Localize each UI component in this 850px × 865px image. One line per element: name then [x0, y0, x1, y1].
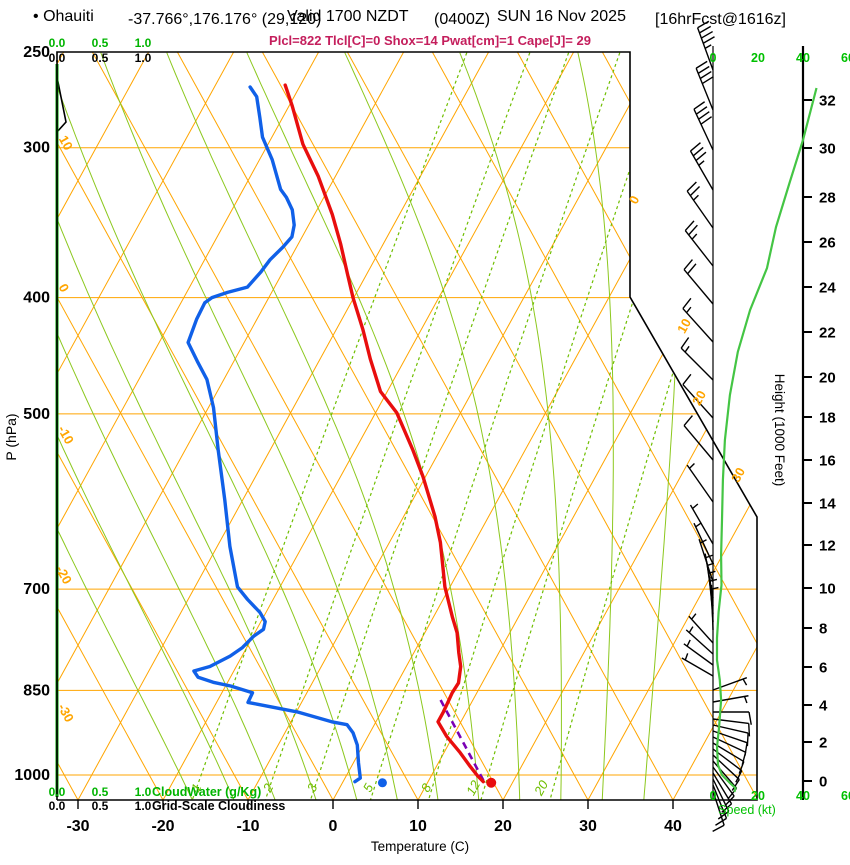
pressure-tick-labels: 250 300 400 500 700 850 1000: [14, 44, 50, 784]
svg-text:24: 24: [819, 280, 836, 297]
svg-text:30: 30: [579, 818, 597, 835]
valid-date: SUN 16 Nov 2025: [497, 8, 626, 25]
cloudiness-axis-title: Grid-Scale Cloudiness: [152, 799, 285, 813]
svg-text:0: 0: [710, 789, 717, 803]
svg-text:40: 40: [664, 818, 682, 835]
svg-text:1.0: 1.0: [135, 51, 152, 65]
svg-text:300: 300: [23, 140, 50, 157]
svg-text:0: 0: [626, 193, 643, 207]
pressure-gridlines: [57, 147, 757, 776]
speed-axis-title: Speed (kt): [718, 803, 776, 817]
svg-text:20: 20: [494, 818, 512, 835]
station-name: Ohauiti: [43, 8, 94, 25]
svg-text:1.0: 1.0: [135, 799, 152, 813]
bullet-icon: •: [33, 8, 39, 25]
svg-text:-20: -20: [151, 818, 174, 835]
svg-text:30: 30: [819, 141, 836, 158]
svg-text:8: 8: [819, 621, 827, 638]
svg-text:20: 20: [819, 370, 836, 387]
svg-text:12: 12: [819, 538, 836, 555]
height-axis-title: Height (1000 Feet): [772, 374, 787, 487]
svg-text:60: 60: [841, 51, 850, 65]
svg-text:5: 5: [360, 780, 377, 794]
speed-scale-labels: 00202040406060: [710, 51, 850, 803]
svg-text:1.0: 1.0: [135, 36, 152, 50]
svg-text:0: 0: [819, 774, 827, 791]
svg-text:500: 500: [23, 406, 50, 423]
dewpoint-curve: [186, 85, 362, 784]
svg-text:-10: -10: [236, 818, 259, 835]
svg-text:0: 0: [710, 51, 717, 65]
svg-text:10: 10: [56, 133, 76, 153]
svg-text:26: 26: [819, 235, 836, 252]
svg-text:2: 2: [819, 735, 827, 752]
svg-text:20: 20: [751, 51, 765, 65]
valid-time-utc: (0400Z): [434, 11, 491, 28]
svg-text:14: 14: [819, 496, 836, 513]
svg-text:32: 32: [819, 93, 836, 110]
dry-adiabat-grid: [57, 52, 757, 800]
temperature-axis-title: Temperature (C): [371, 839, 469, 854]
svg-text:400: 400: [23, 290, 50, 307]
svg-text:10: 10: [674, 316, 694, 336]
svg-text:40: 40: [796, 789, 810, 803]
moist-adiabat-grid: [57, 52, 683, 800]
svg-text:20: 20: [531, 777, 552, 798]
parcel-path-line: [439, 699, 486, 783]
temperature-curve: [283, 83, 485, 784]
wind-speed-profile: [715, 87, 818, 793]
svg-text:250: 250: [23, 44, 50, 61]
svg-text:60: 60: [841, 789, 850, 803]
svg-text:10: 10: [409, 818, 427, 835]
surface-dewpoint-dot: [377, 778, 387, 788]
svg-text:20: 20: [689, 388, 709, 408]
svg-text:-30: -30: [66, 818, 89, 835]
cloudwater-axis-title: CloudWater (g/Kg): [152, 785, 261, 799]
svg-text:0.5: 0.5: [92, 51, 109, 65]
svg-text:1.0: 1.0: [135, 785, 152, 799]
svg-text:850: 850: [23, 682, 50, 699]
svg-text:10: 10: [819, 581, 836, 598]
svg-text:0.5: 0.5: [92, 36, 109, 50]
svg-text:40: 40: [796, 51, 810, 65]
svg-text:0.0: 0.0: [49, 51, 66, 65]
valid-time-main: Valid 1700 NZDT: [287, 8, 409, 25]
station-coords: -37.766°,176.176° (29,120): [128, 11, 322, 28]
isotherm-grid: [57, 52, 757, 800]
svg-text:4: 4: [819, 698, 828, 715]
svg-text:700: 700: [23, 581, 50, 598]
svg-text:0.0: 0.0: [49, 36, 66, 50]
forecast-run-info: [16hrFcst@1616z]: [655, 11, 786, 28]
wind-barbs: [680, 20, 752, 832]
svg-text:16: 16: [819, 453, 836, 470]
plot-area: [57, 52, 757, 800]
surface-temp-dot: [486, 777, 497, 788]
svg-text:30: 30: [728, 465, 748, 485]
sounding-indices: Plcl=822 Tlcl[C]=0 Shox=14 Pwat[cm]=1 Ca…: [269, 33, 591, 48]
svg-text:20: 20: [751, 789, 765, 803]
svg-text:0.5: 0.5: [92, 799, 109, 813]
svg-text:22: 22: [819, 325, 836, 342]
svg-text:0: 0: [329, 818, 338, 835]
station-bullet-title: • Ohauiti: [33, 8, 94, 26]
svg-text:0.0: 0.0: [49, 799, 66, 813]
svg-text:6: 6: [819, 660, 827, 677]
temperature-tick-labels: -30 -20 -10 0 10 20 30 40: [66, 800, 682, 835]
svg-text:28: 28: [819, 190, 836, 207]
svg-text:8: 8: [418, 780, 435, 794]
cloud-scales: 0.00.00.00.00.50.50.50.51.01.01.01.0: [49, 36, 152, 813]
svg-text:18: 18: [819, 410, 836, 427]
svg-text:0.0: 0.0: [49, 785, 66, 799]
chart-frame: [56, 46, 805, 801]
svg-text:3: 3: [304, 780, 321, 794]
svg-text:0.5: 0.5: [92, 785, 109, 799]
svg-text:1000: 1000: [14, 767, 50, 784]
pressure-axis-title: P (hPa): [3, 413, 19, 460]
